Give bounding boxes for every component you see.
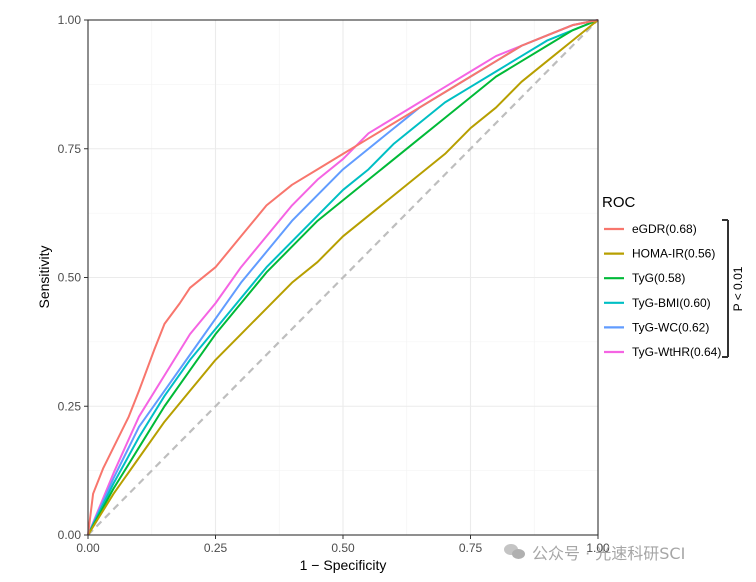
legend-label-tyg-wc-0-62: TyG-WC(0.62) — [632, 320, 709, 334]
series-lines — [87, 19, 599, 536]
watermark-text: 公众号 · 光速科研SCI — [532, 544, 686, 563]
legend-label-tyg-wthr-0-64: TyG-WtHR(0.64) — [632, 345, 721, 359]
series-line-tyg-wthr-0-64 — [87, 19, 599, 536]
y-tick-label: 0.50 — [58, 271, 82, 285]
y-tick-label: 0.00 — [58, 528, 82, 542]
legend-items: eGDR(0.68) HOMA-IR(0.56) TyG(0.58) TyG-BMI(… — [604, 222, 721, 359]
series-line-tyg-0-58 — [87, 19, 599, 536]
legend-label-homa-ir-0-56: HOMA-IR(0.56) — [632, 247, 715, 261]
series-line-tyg-bmi-0-60 — [87, 19, 599, 536]
x-axis: 0.00 0.25 0.50 0.75 1.00 — [76, 535, 610, 555]
legend-title: ROC — [602, 194, 636, 211]
y-axis-title: Sensitivity — [36, 245, 52, 308]
x-tick-label: 1.00 — [586, 541, 610, 555]
y-tick-label: 0.25 — [58, 399, 82, 413]
reference-diagonal — [87, 19, 599, 536]
series-line-egdr-0-68 — [87, 19, 599, 536]
p-value-bracket: P < 0.01 — [722, 219, 745, 358]
p-value-label: P < 0.01 — [731, 266, 745, 311]
y-tick-label: 0.75 — [58, 142, 82, 156]
y-tick-label: 1.00 — [58, 13, 82, 27]
legend-label-tyg-bmi-0-60: TyG-BMI(0.60) — [632, 296, 711, 310]
x-tick-label: 0.50 — [331, 541, 355, 555]
legend: ROC eGDR(0.68) HOMA-IR(0.56) TyG(0.58) TyG-… — [602, 194, 721, 359]
x-tick-label: 0.00 — [76, 541, 100, 555]
y-axis: 0.00 0.25 0.50 0.75 1.00 — [58, 13, 88, 542]
legend-label-tyg-0-58: TyG(0.58) — [632, 271, 685, 285]
watermark: 公众号 · 光速科研SCI — [504, 540, 685, 564]
series-line-homa-ir-0-56 — [87, 19, 599, 536]
legend-label-egdr-0-68: eGDR(0.68) — [632, 222, 697, 236]
wechat-icon — [504, 543, 526, 561]
x-tick-label: 0.75 — [459, 541, 483, 555]
x-axis-title: 1 − Specificity — [300, 557, 387, 573]
x-tick-label: 0.25 — [204, 541, 228, 555]
